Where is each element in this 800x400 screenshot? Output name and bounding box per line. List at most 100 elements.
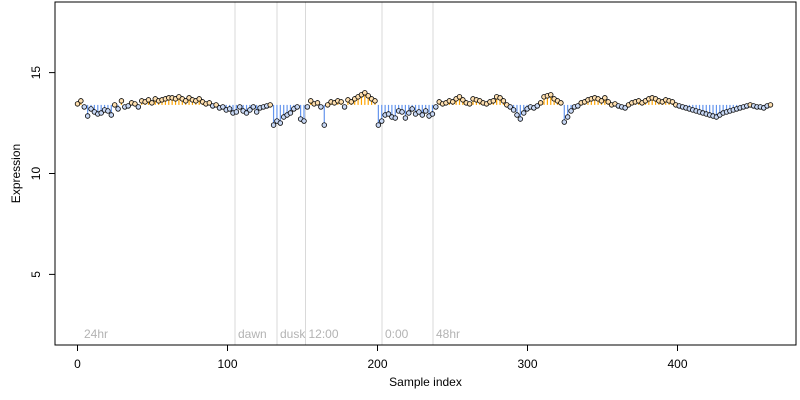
data-point (88, 106, 94, 112)
data-point (233, 109, 240, 115)
data-point (118, 98, 125, 104)
y-axis-title: Expression (9, 144, 23, 203)
data-point (321, 122, 327, 128)
data-point (226, 106, 233, 112)
data-point (213, 102, 219, 108)
data-point (561, 119, 567, 125)
data-point (145, 97, 152, 103)
data-point (429, 111, 436, 117)
data-point (270, 122, 277, 128)
corner-label: 24hr (84, 327, 108, 341)
data-point (514, 112, 520, 118)
vertical-line-label: 48hr (436, 327, 460, 341)
data-point (362, 90, 368, 96)
y-tick-label: 15 (29, 66, 43, 80)
x-tick-label: 0 (74, 357, 81, 371)
data-point (402, 115, 409, 121)
data-point (548, 92, 554, 98)
data-point (338, 99, 344, 105)
data-point (537, 100, 544, 106)
data-point (497, 95, 503, 101)
data-point (324, 102, 331, 108)
data-point (767, 102, 774, 108)
data-point (466, 101, 473, 107)
y-tick-label: 10 (29, 167, 43, 181)
data-point (115, 106, 121, 112)
data-point (250, 104, 256, 110)
data-point (490, 98, 496, 104)
data-point (568, 108, 574, 114)
data-point (510, 107, 517, 113)
y-axis: 5 10 15 (29, 66, 56, 278)
data-point (301, 118, 307, 124)
data-point (304, 104, 311, 110)
data-point (294, 104, 300, 110)
data-point (575, 103, 581, 109)
data-point (409, 106, 415, 112)
data-point (125, 103, 131, 109)
data-point (196, 96, 202, 102)
data-point (206, 100, 213, 106)
vertical-line-label: 0:00 (385, 327, 409, 341)
data-point (500, 98, 507, 104)
data-point (605, 99, 611, 105)
vertical-line-label: 12:00 (309, 327, 339, 341)
data-point (564, 114, 571, 120)
data-point (237, 104, 243, 110)
data-point (314, 100, 321, 106)
data-point (74, 101, 81, 107)
data-point (149, 100, 155, 106)
data-point (365, 93, 371, 99)
data-point (132, 101, 138, 107)
data-point (460, 97, 466, 103)
x-tick-label: 300 (517, 357, 537, 371)
x-axis: 0 100 200 300 400 (74, 344, 688, 371)
data-point (521, 110, 527, 116)
vertical-line-labels: dawn dusk 12:00 0:00 48hr (238, 327, 460, 341)
data-point (602, 95, 608, 101)
data-point (406, 110, 412, 116)
data-point (341, 104, 348, 110)
data-points (74, 90, 774, 128)
x-tick-label: 200 (367, 357, 387, 371)
data-point (399, 109, 405, 115)
data-point (558, 100, 564, 106)
data-point (111, 102, 118, 108)
vertical-line-label: dawn (238, 327, 267, 341)
data-point (422, 108, 429, 114)
data-point (135, 104, 142, 110)
data-point (416, 109, 422, 115)
data-point (318, 104, 324, 110)
data-point (220, 104, 226, 110)
vertical-line-label: dusk (280, 327, 306, 341)
plot-frame (54, 1, 797, 346)
data-point (385, 111, 392, 117)
data-point (534, 103, 540, 109)
data-point (517, 116, 524, 122)
data-point (253, 109, 260, 115)
x-tick-label: 400 (667, 357, 687, 371)
data-point (348, 99, 355, 105)
data-point (622, 105, 628, 111)
data-point (105, 108, 111, 114)
data-point (419, 112, 426, 118)
data-point (456, 94, 463, 100)
x-axis-title: Sample index (389, 375, 462, 389)
data-point (84, 113, 91, 119)
data-point (598, 98, 605, 104)
data-point (669, 99, 676, 105)
data-point (267, 102, 273, 108)
data-point (247, 107, 253, 113)
data-point (108, 112, 115, 118)
data-point (78, 98, 84, 104)
data-point (372, 98, 378, 104)
data-point (392, 115, 398, 121)
x-tick-label: 100 (217, 357, 237, 371)
data-point (277, 120, 284, 126)
data-point (507, 104, 513, 110)
vertical-lines (234, 2, 434, 345)
y-tick-label: 5 (29, 271, 43, 278)
data-point (379, 118, 385, 124)
data-point (433, 104, 439, 110)
